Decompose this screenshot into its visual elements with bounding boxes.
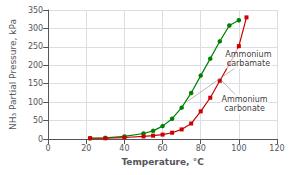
svg-text:350: 350 <box>28 6 43 15</box>
svg-text:150: 150 <box>28 79 43 88</box>
svg-text:0: 0 <box>46 144 51 153</box>
svg-text:40: 40 <box>119 144 129 153</box>
svg-text:Ammonium: Ammonium <box>222 95 268 104</box>
svg-text:Temperature, °C: Temperature, °C <box>121 157 204 167</box>
svg-text:300: 300 <box>28 24 43 33</box>
svg-text:250: 250 <box>28 42 43 51</box>
svg-text:NH₃ Partial Pressure, kPa: NH₃ Partial Pressure, kPa <box>8 19 18 130</box>
svg-text:100: 100 <box>231 144 246 153</box>
svg-text:120: 120 <box>269 144 284 153</box>
svg-text:20: 20 <box>81 144 91 153</box>
svg-text:50: 50 <box>33 116 43 125</box>
svg-text:0: 0 <box>38 135 43 144</box>
svg-text:carbonate: carbonate <box>224 104 265 113</box>
svg-text:Ammonium: Ammonium <box>225 50 271 59</box>
svg-text:60: 60 <box>157 144 167 153</box>
svg-text:carbamate: carbamate <box>227 59 270 68</box>
svg-text:80: 80 <box>196 144 206 153</box>
svg-text:200: 200 <box>28 61 43 70</box>
svg-text:100: 100 <box>28 98 43 107</box>
